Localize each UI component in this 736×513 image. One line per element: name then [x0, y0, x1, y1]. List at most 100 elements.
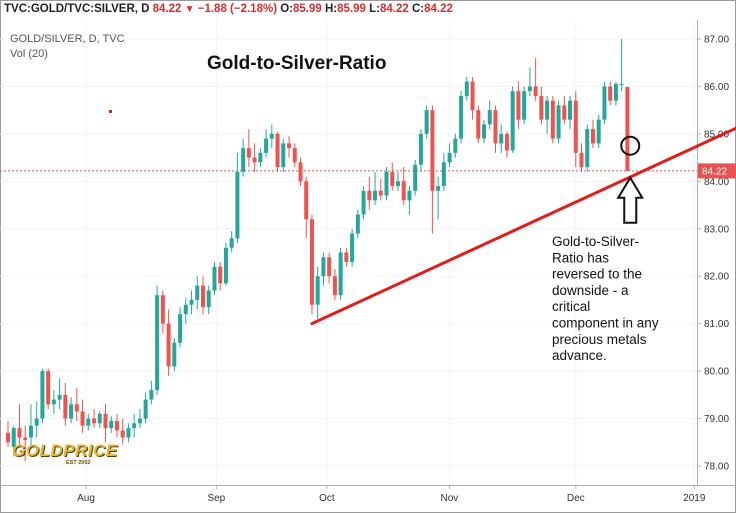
candle-body — [264, 138, 269, 153]
candle-body — [441, 162, 446, 187]
candle-body — [625, 86, 630, 171]
candle-body — [6, 432, 10, 443]
x-tick-label-5: 2019 — [683, 493, 706, 504]
price-change: −1.88 (−2.18%) — [197, 3, 278, 15]
candle-body — [109, 420, 114, 429]
candle-body — [275, 133, 280, 168]
high-value: 85.99 — [337, 3, 366, 15]
up-arrow-icon — [616, 175, 645, 224]
note-line: advance. — [552, 348, 607, 363]
candle-body — [590, 129, 595, 144]
candle-body — [373, 190, 378, 201]
candle-body — [613, 84, 618, 101]
candle-body — [114, 420, 119, 431]
y-axis-line — [697, 20, 698, 485]
chart-title: Gold-to-Silver-Ratio — [207, 53, 386, 74]
candle-body — [384, 171, 389, 196]
candle-body — [413, 164, 418, 191]
high-label: H: — [325, 3, 338, 15]
candle-body — [292, 148, 297, 163]
candle-body — [522, 91, 527, 120]
candle-body — [80, 411, 85, 426]
candle-body — [304, 181, 309, 220]
down-triangle-icon: ▼ — [184, 4, 195, 15]
candle-body — [344, 252, 349, 262]
x-tick-label-1: Sep — [207, 493, 225, 504]
candle-body — [103, 413, 108, 429]
candle-body — [298, 162, 303, 182]
candle-body — [487, 110, 492, 125]
candle-body — [51, 399, 56, 405]
candle-body — [17, 428, 22, 438]
volume-label: Vol (20) — [10, 48, 48, 60]
symbol-header: TVC:GOLD/TVC:SILVER, D 84.22 ▼ −1.88 (−2… — [4, 3, 453, 15]
candle-body — [183, 304, 188, 315]
candle-body — [504, 133, 509, 151]
last-price-badge: 84.22 — [698, 163, 736, 179]
candle-body — [269, 133, 274, 139]
candle-body — [493, 110, 498, 144]
close-label: C: — [411, 3, 425, 15]
candle-body — [527, 86, 532, 92]
candle-body — [499, 133, 504, 144]
note-line: reversed to the — [552, 267, 642, 282]
last-price: 84.22 — [152, 3, 182, 15]
logo-est: EST 2002 — [66, 460, 91, 466]
y-tick-label-7: 80.00 — [704, 367, 729, 378]
candle-body — [608, 86, 613, 101]
y-tick-label-8: 79.00 — [704, 414, 729, 425]
candle-body — [321, 257, 326, 277]
candle-body — [178, 314, 183, 343]
y-tick-label-2: 85.00 — [704, 129, 729, 140]
note-line: component in any — [552, 316, 659, 331]
candle-body — [539, 95, 544, 120]
candle-body — [401, 181, 406, 201]
candle-body — [212, 266, 217, 291]
candle-body — [200, 285, 205, 308]
candle-body — [332, 276, 337, 296]
candles — [6, 38, 630, 462]
candle-body — [447, 152, 452, 163]
candle-body — [355, 214, 360, 234]
candle-body — [550, 100, 555, 139]
candle-body — [315, 276, 320, 305]
candle-body — [246, 148, 251, 158]
candle-body — [327, 257, 332, 277]
series-symbol: GOLD/SILVER, D, TVC — [10, 33, 125, 45]
candle-body — [407, 190, 412, 201]
candle-body — [470, 81, 475, 111]
candle-body — [63, 394, 68, 419]
candle-body — [516, 91, 521, 120]
open-label: O: — [280, 3, 294, 15]
note-line: downside - a — [552, 283, 629, 298]
symbol-label: TVC:GOLD/TVC:SILVER, D — [4, 3, 150, 15]
note-line: Gold-to-Silver- — [552, 234, 639, 249]
candle-body — [69, 404, 74, 419]
candle-body — [92, 418, 97, 424]
candle-body — [28, 425, 33, 438]
x-tick-label-4: Dec — [567, 493, 585, 504]
support-trendline — [310, 126, 736, 326]
y-tick-label-3: 84.00 — [704, 177, 729, 188]
x-axis: Aug Sep Oct Nov Dec 2019 — [77, 485, 706, 504]
candle-body — [309, 219, 314, 305]
candle-body — [149, 390, 154, 400]
candle-body — [367, 190, 372, 201]
candle-body — [172, 342, 177, 367]
x-tick-label-3: Nov — [441, 493, 459, 504]
candle-body — [287, 143, 292, 149]
candle-body — [585, 129, 590, 168]
candle-body — [137, 418, 142, 424]
candle-body — [195, 285, 200, 300]
candle-body — [166, 323, 171, 367]
y-tick-label-1: 86.00 — [704, 82, 729, 93]
stray-marker — [109, 110, 112, 113]
candle-body — [40, 371, 45, 419]
candle-body — [573, 100, 578, 153]
candle-body — [74, 404, 79, 412]
candle-body — [568, 100, 573, 120]
badge-price: 84.22 — [702, 166, 727, 177]
candle-body — [510, 91, 515, 151]
x-tick-label-0: Aug — [77, 493, 95, 504]
